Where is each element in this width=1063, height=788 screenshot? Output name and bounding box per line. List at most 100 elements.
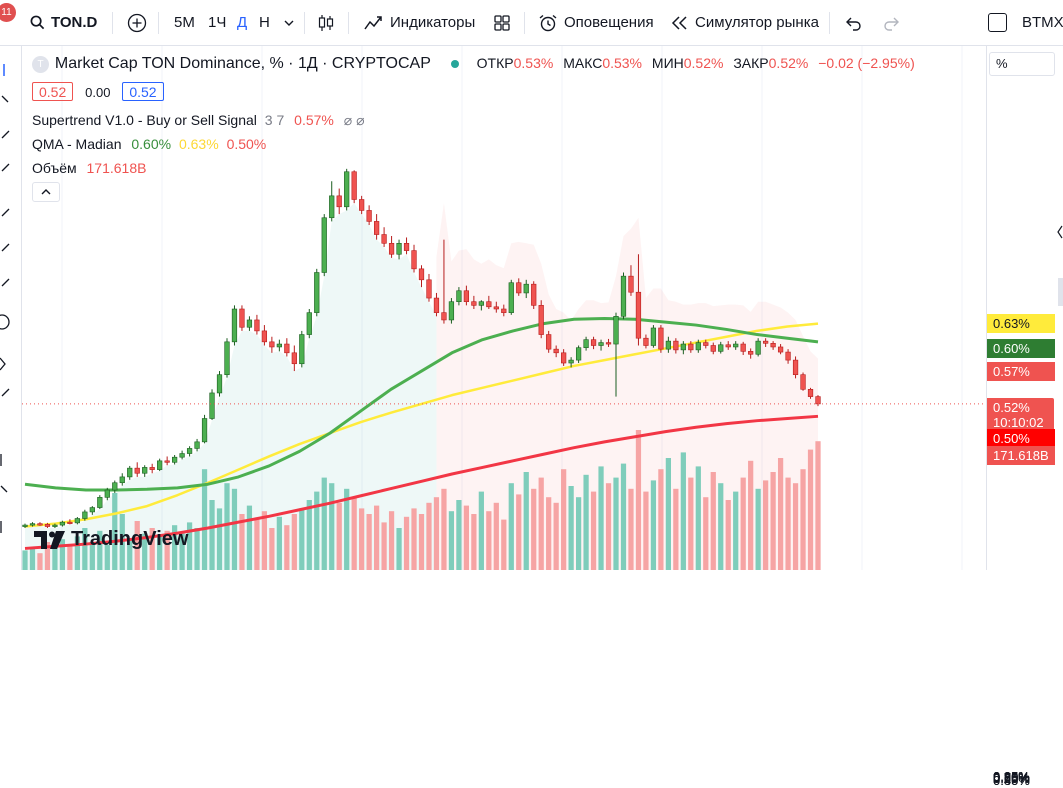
candle-body <box>44 524 51 527</box>
volume-bar <box>396 528 402 570</box>
drawing-tools-icons[interactable] <box>0 46 22 570</box>
chart-pane[interactable]: T Market Cap TON Dominance, % · 1Д · CRY… <box>22 46 986 782</box>
candle-body <box>396 243 402 255</box>
candles-icon <box>318 14 334 31</box>
ma-green-line <box>24 316 819 492</box>
right-symbol-text: BTMX <box>1022 14 1063 31</box>
candle-body <box>201 418 208 443</box>
toolbar-divider <box>158 12 159 34</box>
candle-body <box>471 301 477 306</box>
volume-bar <box>575 497 582 570</box>
candle-body <box>306 312 312 335</box>
volume-bar <box>321 477 327 570</box>
volume-bars <box>22 430 821 570</box>
candle-body <box>718 344 724 352</box>
scale-unit-button[interactable]: % <box>989 52 1055 76</box>
candle-body <box>59 521 66 526</box>
candle-body <box>359 199 365 211</box>
volume-bar <box>216 508 223 570</box>
volume-bar <box>224 483 230 570</box>
symbol-search-button[interactable]: TON.D <box>30 0 97 46</box>
low-label: МИН <box>651 55 684 71</box>
qma-legend[interactable]: QMA - Madian 0.60% 0.63% 0.50% <box>32 136 266 152</box>
candle-body <box>291 352 297 365</box>
candle-body <box>605 342 612 345</box>
interval-dropdown-button[interactable] <box>283 0 295 46</box>
candle-body <box>463 290 470 302</box>
volume-bar <box>373 505 380 570</box>
undo-button[interactable] <box>845 0 863 46</box>
volume-bar <box>755 488 761 570</box>
volume-bar <box>82 528 88 570</box>
buy-price-box[interactable]: 0.52 <box>122 82 164 101</box>
right-panel-icons[interactable] <box>1055 46 1063 570</box>
candle-body <box>695 342 701 351</box>
volume-bar <box>403 516 410 570</box>
coin-logo-icon: T <box>32 55 49 73</box>
volume-bar <box>688 477 694 570</box>
alerts-button[interactable]: Оповещения <box>538 0 654 46</box>
interval-1h[interactable]: 1Ч <box>208 0 226 46</box>
volume-bar <box>658 469 664 570</box>
volume-bar <box>29 549 36 570</box>
candle-body <box>433 297 440 313</box>
volume-bar <box>261 511 268 570</box>
sell-price-box[interactable]: 0.52 <box>32 82 74 101</box>
volume-bar <box>785 477 791 570</box>
qma-value-2: 0.63% <box>178 136 219 152</box>
notification-badge[interactable]: 11 <box>0 0 16 24</box>
plus-circle-icon <box>127 13 147 32</box>
interval-5m[interactable]: 5М <box>174 0 195 46</box>
candle-body <box>748 351 754 355</box>
candle-body <box>792 359 799 376</box>
volume-bar <box>695 466 701 570</box>
chart-type-button[interactable] <box>317 0 335 46</box>
redo-button[interactable] <box>882 0 900 46</box>
tradingview-watermark[interactable]: TradingView <box>34 528 188 551</box>
candle-body <box>231 308 238 343</box>
symbol-legend-row: T Market Cap TON Dominance, % · 1Д · CRY… <box>32 55 915 73</box>
interval-day[interactable]: Д <box>237 0 247 46</box>
bar-countdown: 10:10:02 <box>993 415 1044 430</box>
symbol-title[interactable]: Market Cap TON Dominance, % · 1Д · CRYPT… <box>54 55 431 72</box>
indicators-button[interactable]: Индикаторы <box>364 0 475 46</box>
volume-legend[interactable]: Объём 171.618B <box>32 160 146 176</box>
volume-value: 171.618B <box>86 160 147 176</box>
price-axis[interactable]: % 0.95% 0.90% 0.85% 0.80% 0.75% 0.70% 0.65% 0.5… <box>986 46 1063 788</box>
symbol-right-label[interactable]: BTMX <box>1022 0 1063 46</box>
candle-body <box>194 441 200 449</box>
candle-body <box>628 275 634 293</box>
templates-button[interactable] <box>493 0 511 46</box>
candle-body <box>351 171 357 200</box>
candle-body <box>493 306 499 310</box>
layout-checkbox[interactable] <box>988 0 1007 46</box>
candle-body <box>186 448 193 454</box>
volume-bar <box>538 477 544 570</box>
interval-week[interactable]: Н <box>259 0 270 46</box>
candle-body <box>172 456 178 463</box>
candle-body <box>568 359 574 364</box>
volume-bar <box>792 483 799 570</box>
candle-body <box>261 330 268 343</box>
volume-bar <box>366 514 372 570</box>
volume-bar <box>441 488 447 570</box>
candle-body <box>620 275 627 317</box>
candle-body <box>740 343 746 352</box>
candle-body <box>807 388 814 397</box>
candle-body <box>82 511 88 519</box>
collapse-legend-button[interactable] <box>32 182 60 202</box>
supertrend-legend[interactable]: Supertrend V1.0 - Buy or Sell Signal 3 7… <box>32 112 365 129</box>
candle-body <box>216 374 223 394</box>
volume-bar <box>680 452 686 570</box>
candle-body <box>785 351 791 361</box>
candle-body <box>710 345 716 352</box>
volume-bar <box>306 500 312 570</box>
volume-label: Объём <box>32 160 77 176</box>
volume-bar <box>748 460 754 570</box>
volume-bar <box>777 458 784 570</box>
compare-symbol-button[interactable] <box>127 0 147 46</box>
candle-body <box>770 343 776 348</box>
volume-bar <box>493 502 499 570</box>
volume-bar <box>471 514 477 570</box>
replay-button[interactable]: Симулятор рынка <box>671 0 819 46</box>
